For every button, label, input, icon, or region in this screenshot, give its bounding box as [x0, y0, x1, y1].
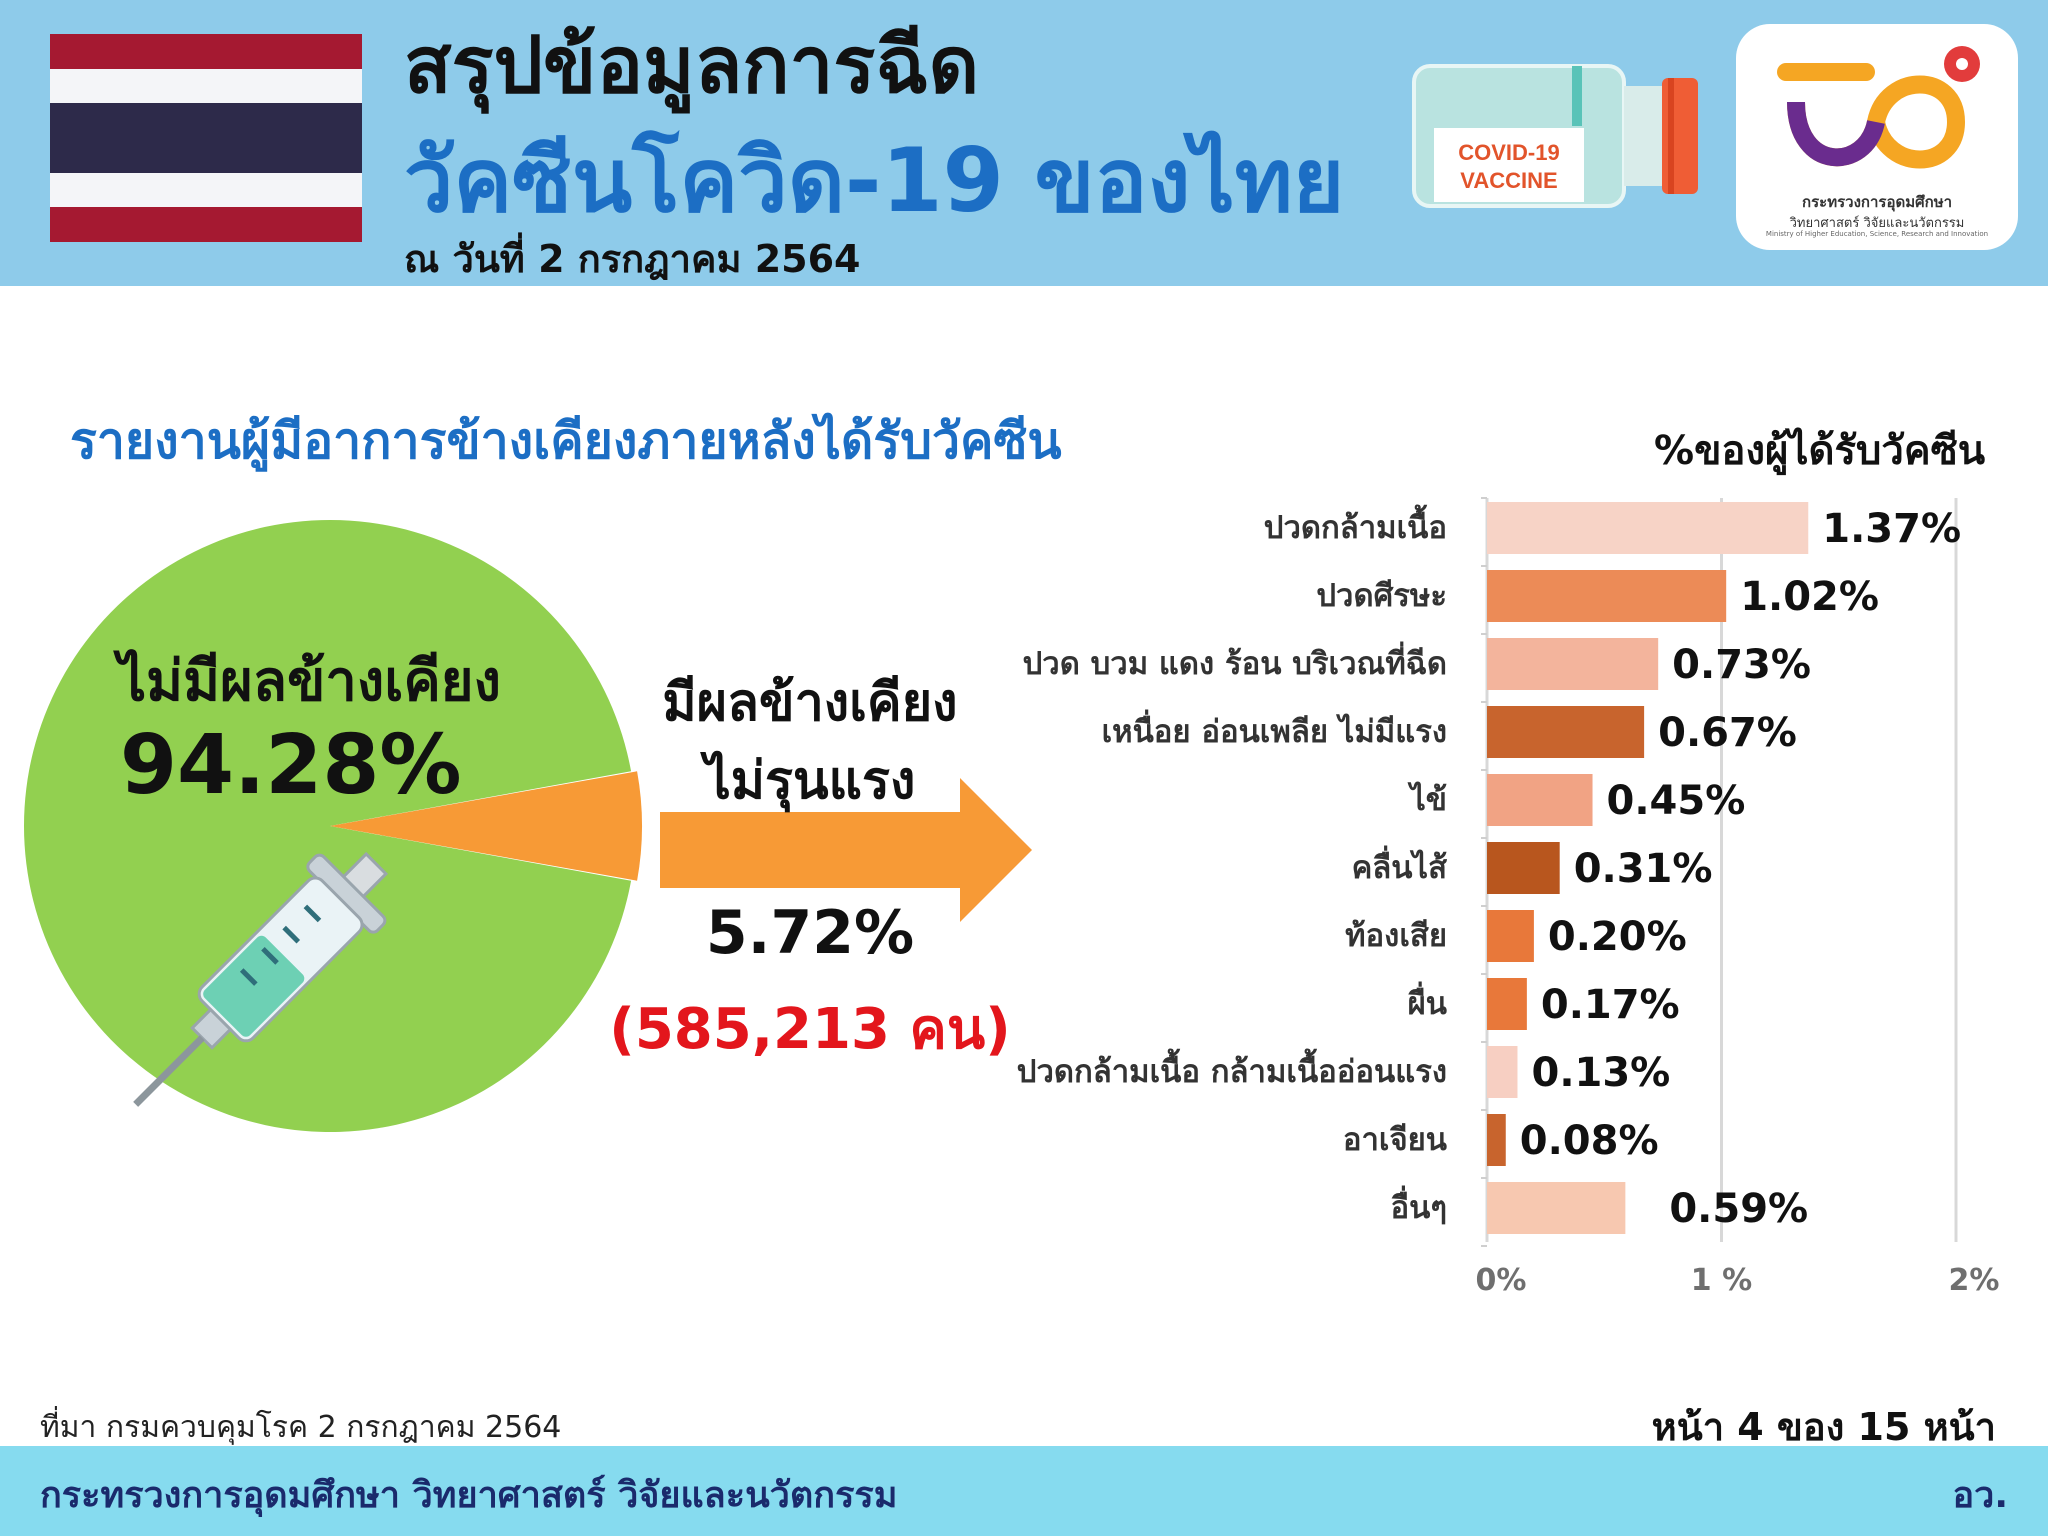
thai-flag: [50, 34, 362, 242]
bar: [1487, 910, 1534, 962]
data-label: 0.45%: [1607, 778, 1746, 824]
mhesi-logo-icon: [1777, 46, 1980, 169]
x-tick-label: 2%: [1949, 1263, 2000, 1298]
data-label: 1.37%: [1822, 506, 1961, 552]
data-label: 0.67%: [1658, 710, 1797, 756]
page-number: หน้า 4 ของ 15 หน้า: [1651, 1405, 1996, 1449]
pie-chart: [23, 520, 1032, 1132]
footer-banner: กระทรวงการอุดมศึกษา วิทยาศาสตร์ วิจัยและ…: [0, 1446, 2048, 1536]
data-label: 0.31%: [1574, 846, 1713, 892]
mild-effect-count: (585,213 คน): [609, 997, 1011, 1062]
vaccine-label-2: VACCINE: [1460, 168, 1557, 193]
data-label: 0.17%: [1541, 982, 1680, 1028]
logo-text-1: กระทรวงการอุดมศึกษา: [1802, 193, 1952, 211]
vaccine-label-1: COVID-19: [1458, 140, 1559, 165]
category-label: ไข้: [1407, 781, 1447, 818]
bar: [1487, 706, 1645, 758]
pie-slice-mild-effect: [330, 771, 643, 881]
mild-effect-label-line-1: มีผลข้างเคียง: [662, 673, 958, 733]
pie-slice-no-effect: [23, 520, 632, 1132]
syringe-icon: [133, 851, 389, 1107]
mild-effect-value: 5.72%: [705, 898, 915, 968]
bar: [1487, 1046, 1518, 1098]
mild-effect-label-line-2: ไม่รุนแรง: [704, 751, 916, 811]
category-label: ปวดกล้ามเนื้อ: [1264, 504, 1447, 546]
category-label: ท้องเสีย: [1345, 918, 1447, 954]
category-label: อาเจียน: [1343, 1122, 1447, 1158]
data-label: 0.73%: [1672, 642, 1811, 688]
bar: [1487, 570, 1727, 622]
logo-text-3: Ministry of Higher Education, Science, R…: [1765, 230, 1989, 238]
report-date: ณ วันที่ 2 กรกฎาคม 2564: [404, 237, 861, 281]
bar: [1487, 978, 1527, 1030]
no-effect-value: 94.28%: [120, 718, 462, 813]
vaccine-bottle-icon: COVID-19 VACCINE: [1412, 64, 1698, 208]
title-line-2: วัคซีนโควิด-19 ของไทย: [404, 129, 1345, 232]
data-label: 0.13%: [1531, 1050, 1670, 1096]
data-label: 0.20%: [1548, 914, 1687, 960]
data-label: 0.59%: [1669, 1186, 1808, 1232]
title-line-1: สรุปข้อมูลการฉีด: [404, 21, 980, 111]
category-label: เหนื่อย อ่อนเพลีย ไม่มีแรง: [1102, 709, 1447, 750]
ministry-logo: กระทรวงการอุดมศึกษา วิทยาศาสตร์ วิจัยและ…: [1736, 24, 2018, 250]
bar: [1487, 502, 1809, 554]
category-label: ปวด บวม แดง ร้อน บริเวณที่ฉีด: [1023, 641, 1447, 682]
category-label: ปวดศีรษะ: [1316, 578, 1447, 614]
category-label: คลื่นไส้: [1352, 845, 1448, 886]
bar: [1487, 842, 1560, 894]
source-note: ที่มา กรมควบคุมโรค 2 กรกฎาคม 2564: [40, 1410, 562, 1445]
arrow-shape: [660, 778, 1032, 922]
bar: [1487, 774, 1593, 826]
x-tick-label: 1 %: [1691, 1263, 1752, 1298]
no-effect-label: ไม่มีผลข้างเคียง: [118, 649, 501, 714]
data-label: 1.02%: [1740, 574, 1879, 620]
data-label: 0.08%: [1520, 1118, 1659, 1164]
bar-chart-axis-title: %ของผู้ได้รับวัคซีน: [1654, 428, 1986, 474]
bar: [1487, 1182, 1626, 1234]
footer-ministry: กระทรวงการอุดมศึกษา วิทยาศาสตร์ วิจัยและ…: [40, 1475, 898, 1516]
header-banner: สรุปข้อมูลการฉีด วัคซีนโควิด-19 ของไทย ณ…: [0, 0, 2048, 286]
section-title: รายงานผู้มีอาการข้างเคียงภายหลังได้รับวั…: [70, 412, 1062, 470]
category-label: ผื่น: [1408, 981, 1447, 1022]
footer-abbr: อว.: [1952, 1475, 2008, 1516]
x-tick-label: 0%: [1476, 1263, 1527, 1298]
logo-text-2: วิทยาศาสตร์ วิจัยและนวัตกรรม: [1789, 216, 1965, 231]
bar: [1487, 638, 1659, 690]
category-label: ปวดกล้ามเนื้อ กล้ามเนื้ออ่อนแรง: [1017, 1048, 1447, 1090]
category-label: อื่นๆ: [1391, 1185, 1447, 1226]
mild-effect-label: มีผลข้างเคียง ไม่รุนแรง: [640, 664, 980, 820]
bar: [1487, 1114, 1506, 1166]
